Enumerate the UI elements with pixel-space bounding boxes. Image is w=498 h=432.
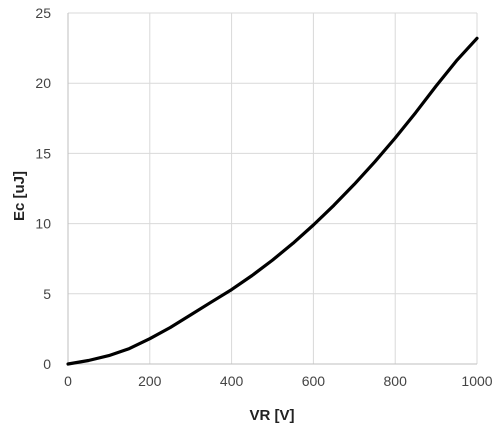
x-tick-label: 200 bbox=[138, 373, 162, 389]
y-tick-label: 15 bbox=[35, 145, 51, 161]
x-tick-label: 800 bbox=[384, 373, 408, 389]
grid bbox=[68, 12, 478, 364]
y-axis-title: Ec [uJ] bbox=[11, 171, 28, 221]
series-line bbox=[66, 36, 479, 366]
y-tick-label: 5 bbox=[43, 286, 51, 302]
y-tick-label: 25 bbox=[35, 5, 51, 21]
series-layer bbox=[66, 36, 479, 366]
tick-labels: 0 200 400 600 800 1000 0 5 10 15 20 25 bbox=[35, 5, 492, 389]
axes bbox=[67, 13, 477, 365]
y-tick-label: 10 bbox=[35, 216, 51, 232]
x-tick-label: 1000 bbox=[461, 373, 492, 389]
y-tick-label: 0 bbox=[43, 356, 51, 372]
x-tick-label: 600 bbox=[302, 373, 326, 389]
y-tick-label: 20 bbox=[35, 75, 51, 91]
x-tick-label: 0 bbox=[64, 373, 72, 389]
x-axis-title: VR [V] bbox=[250, 407, 295, 424]
x-tick-label: 400 bbox=[220, 373, 244, 389]
